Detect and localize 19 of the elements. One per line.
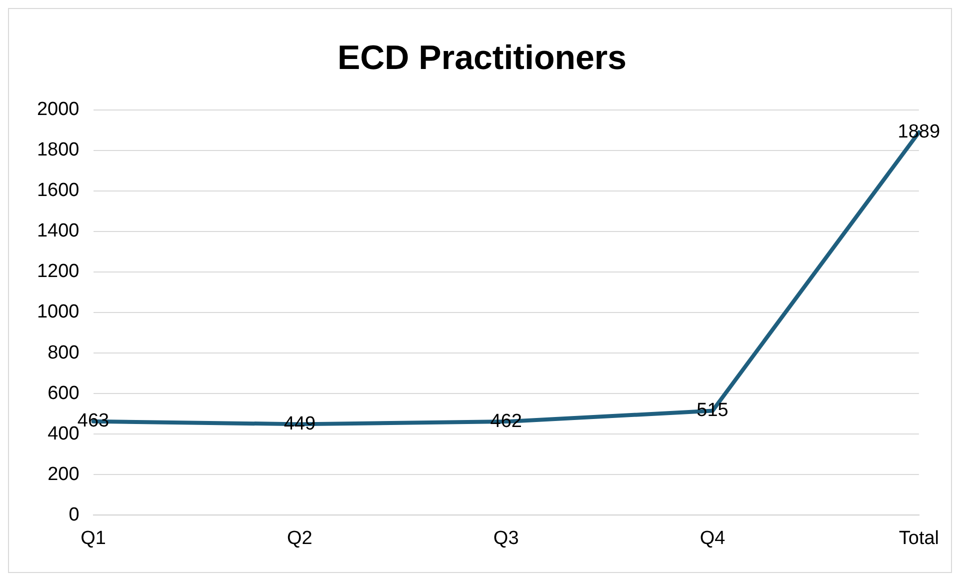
- y-tick-label: 600: [48, 382, 80, 404]
- x-tick-label: Q3: [493, 528, 519, 549]
- y-tick-label: 800: [48, 342, 80, 364]
- y-tick-label: 2000: [36, 99, 80, 120]
- y-tick-label: 1200: [36, 261, 80, 282]
- data-label: 1889: [898, 122, 940, 143]
- y-tick-label: 200: [48, 464, 80, 485]
- y-tick-label: 1800: [36, 140, 80, 161]
- x-tick-label: Q1: [80, 528, 106, 549]
- x-tick-label: Q4: [700, 528, 726, 549]
- x-tick-label: Q2: [287, 528, 312, 549]
- y-tick-label: 1600: [36, 180, 80, 202]
- y-tick-label: 1400: [36, 220, 80, 242]
- chart-title: ECD Practitioners: [337, 38, 627, 77]
- y-tick-label: 0: [68, 504, 80, 526]
- x-tick-label: Total: [898, 528, 940, 549]
- data-label: 463: [77, 410, 110, 432]
- y-tick-label: 1000: [36, 302, 80, 323]
- y-tick-label: 400: [48, 423, 80, 444]
